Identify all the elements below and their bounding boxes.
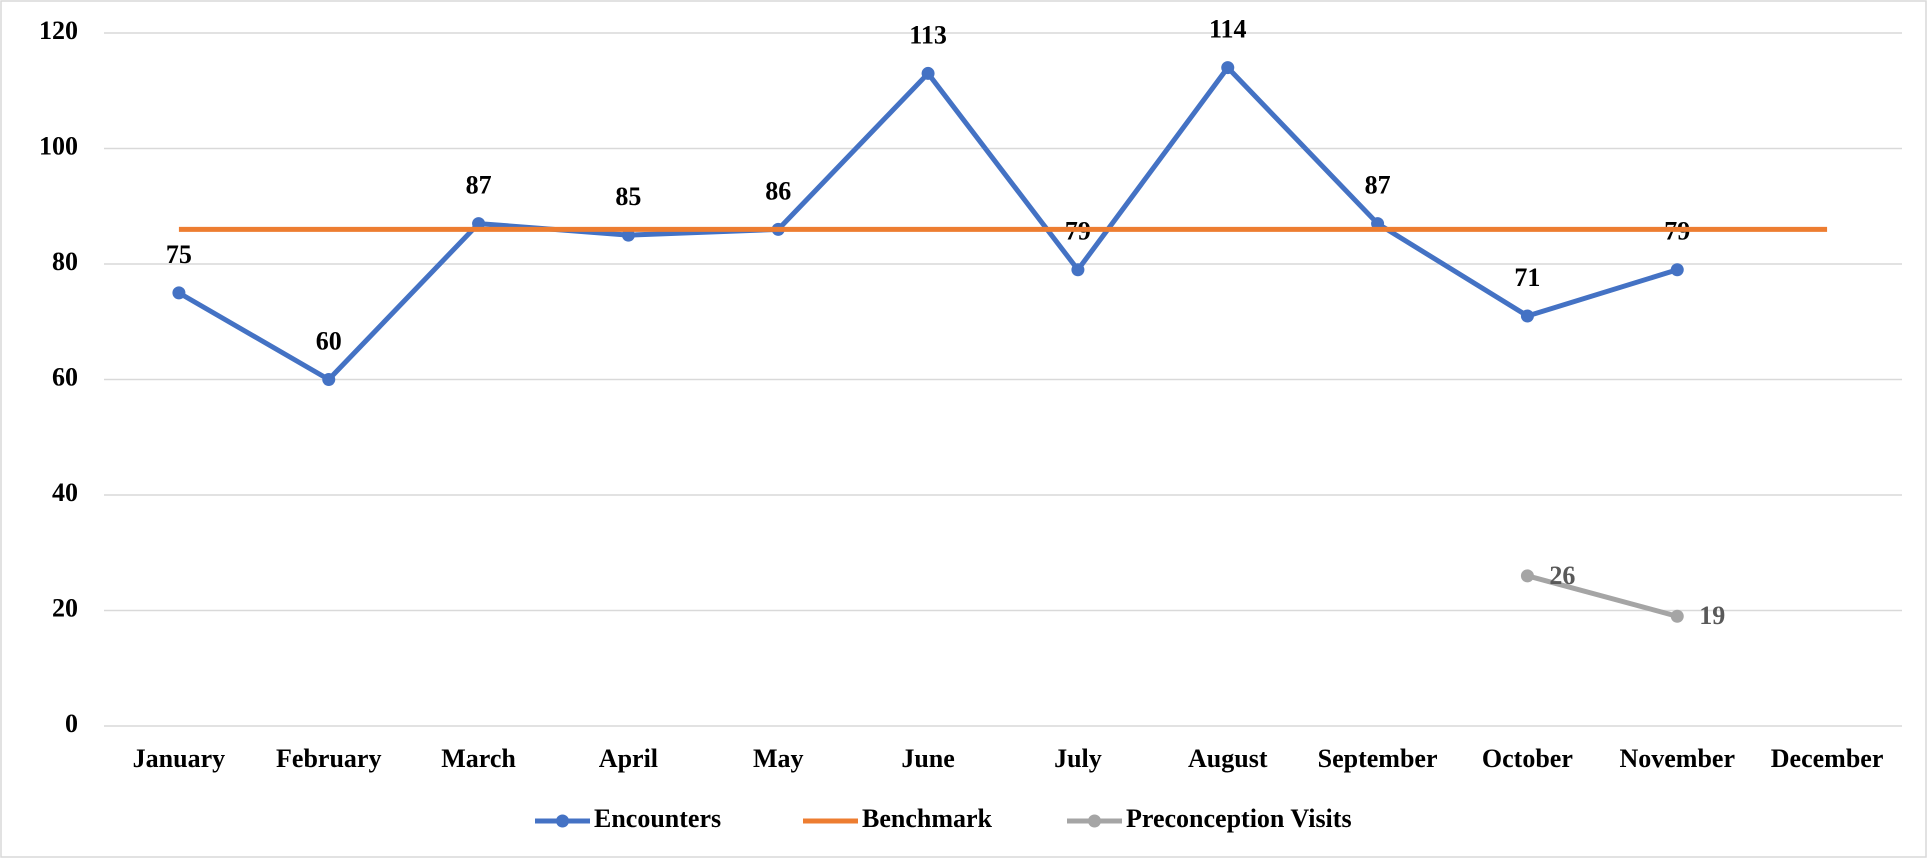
data-label: 87 (466, 171, 492, 200)
point (1221, 61, 1235, 75)
point (472, 217, 486, 231)
data-label: 75 (166, 240, 192, 269)
point (921, 66, 935, 80)
x-tick-label: May (753, 744, 804, 773)
y-tick-label: 20 (52, 593, 78, 622)
data-label: 87 (1365, 171, 1391, 200)
point (1071, 263, 1085, 277)
y-tick-label: 0 (65, 709, 78, 738)
point (1371, 217, 1385, 231)
data-label: 26 (1549, 561, 1575, 590)
y-tick-label: 60 (52, 362, 78, 391)
data-label: 71 (1514, 263, 1540, 292)
x-tick-label: December (1771, 744, 1884, 773)
y-tick-label: 80 (52, 247, 78, 276)
x-tick-label: November (1619, 744, 1735, 773)
point (322, 373, 336, 386)
x-tick-label: March (441, 744, 516, 773)
legend-label: Encounters (594, 804, 721, 833)
x-tick-label: February (276, 744, 381, 773)
data-label: 85 (615, 182, 641, 211)
data-label: 19 (1699, 601, 1725, 630)
y-tick-label: 100 (39, 131, 78, 160)
legend-label: Preconception Visits (1126, 804, 1352, 833)
data-label: 113 (909, 20, 947, 49)
legend-marker (1088, 814, 1101, 828)
series-line (1526, 573, 1678, 619)
x-tick-label: January (133, 744, 225, 773)
legend-label: Benchmark (862, 804, 993, 833)
y-tick-label: 120 (39, 16, 78, 45)
x-tick-label: April (599, 744, 658, 773)
x-tick-label: July (1054, 744, 1102, 773)
point (1520, 569, 1534, 583)
y-tick-label: 40 (52, 478, 78, 507)
data-label: 86 (765, 176, 791, 205)
x-tick-label: June (901, 744, 954, 773)
point (621, 228, 635, 242)
point (172, 286, 186, 300)
point (1670, 609, 1684, 623)
point (1670, 263, 1684, 277)
x-tick-label: September (1318, 744, 1438, 773)
x-tick-label: October (1482, 744, 1573, 773)
data-label: 114 (1209, 15, 1247, 44)
point (1520, 309, 1534, 323)
x-tick-label: August (1188, 744, 1268, 773)
data-label: 60 (316, 326, 342, 355)
legend-marker (556, 814, 569, 828)
